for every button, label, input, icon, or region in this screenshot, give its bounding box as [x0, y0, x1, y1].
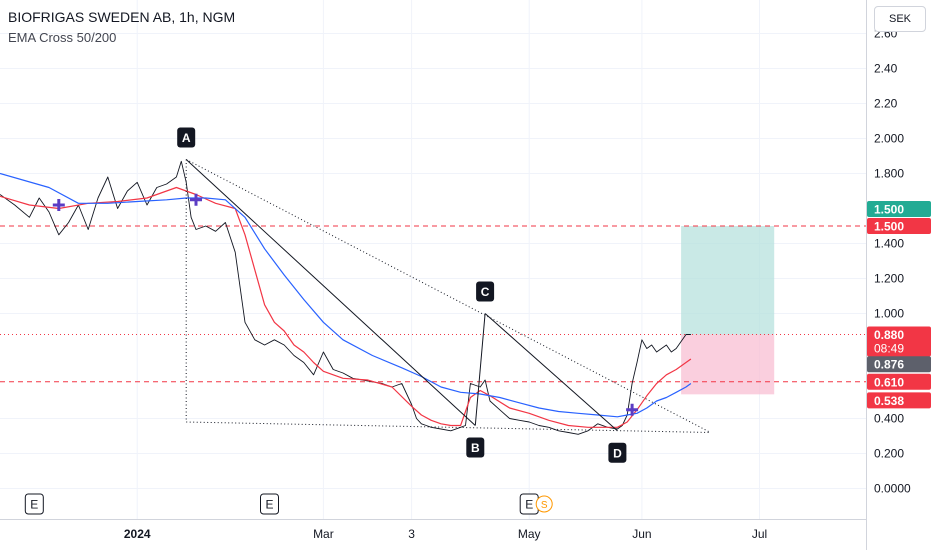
x-tick-label: Jul [752, 527, 767, 541]
y-tick-label: 0.400 [874, 412, 904, 426]
target-zone [681, 226, 775, 335]
y-tick-label: 2.20 [874, 97, 898, 111]
chart-title: BIOFRIGAS SWEDEN AB, 1h, NGM [8, 9, 236, 25]
price-label-bg [867, 201, 931, 217]
price-label-bg [867, 356, 931, 373]
pattern-point-label: C [481, 285, 490, 299]
price-label-bg [867, 326, 931, 357]
ema-cross-marker [626, 403, 639, 416]
ema-cross-marker [190, 193, 202, 206]
event-marker-label: E [265, 498, 273, 512]
price-label: 0.538 [867, 392, 931, 409]
pattern-point-box [177, 127, 196, 148]
event-marker-label: E [30, 498, 38, 512]
event-marker[interactable]: E [260, 493, 279, 515]
price-label-bg [867, 392, 931, 409]
currency-button[interactable]: SEK [874, 6, 926, 32]
y-tick-label: 1.800 [874, 167, 904, 181]
y-tick-label: 2.40 [874, 62, 898, 76]
event-marker-box [260, 493, 279, 515]
pattern-point-box [476, 281, 495, 302]
price-label-text: 1.500 [874, 220, 904, 234]
y-tick-label: 1.200 [874, 272, 904, 286]
price-label-bg [867, 218, 931, 234]
pattern-point-box [608, 442, 627, 463]
y-tick-label: 0.0000 [874, 482, 911, 496]
x-tick-label: Mar [313, 527, 334, 541]
pattern-point-c: C [476, 281, 495, 302]
x-tick-label: 2024 [124, 527, 151, 541]
pattern-point-b: B [466, 437, 485, 458]
price-label-countdown: 08:49 [874, 342, 904, 356]
y-tick-label: 0.200 [874, 447, 904, 461]
event-marker-box [24, 493, 44, 515]
pattern-point-box [466, 437, 485, 458]
pattern-leg [484, 313, 618, 432]
price-axis [866, 0, 932, 550]
pattern-leg [185, 159, 476, 426]
price-label-text: 0.538 [874, 394, 904, 408]
time-axis [0, 519, 866, 550]
y-tick-label: 2.000 [874, 132, 904, 146]
ema-cross-marker [52, 199, 65, 211]
event-marker-extra-label: S [541, 500, 548, 511]
y-tick-label: 1.000 [874, 307, 904, 321]
x-tick-label: 3 [408, 527, 415, 541]
pattern-point-a: A [177, 127, 196, 148]
price-label: 1.500 [867, 201, 931, 217]
price-label-bg [867, 373, 931, 390]
pattern-point-label: B [471, 441, 480, 455]
x-tick-label: Jun [632, 527, 651, 541]
price-label-text: 1.500 [874, 203, 904, 217]
series-line-ema-50 [0, 186, 692, 428]
stop-zone [681, 334, 775, 395]
pattern-trendline [186, 421, 711, 433]
pattern-point-label: A [182, 131, 191, 145]
pattern-trendline [185, 159, 711, 433]
pattern-point-label: D [613, 446, 622, 460]
price-label-text: 0.610 [874, 375, 904, 389]
price-label: 1.500 [867, 218, 931, 234]
series-line-ema-200 [0, 172, 692, 418]
price-label: 0.876 [867, 356, 931, 373]
event-marker-label: E [525, 498, 533, 512]
price-label-text: 0.880 [874, 328, 904, 342]
event-marker[interactable]: E [24, 493, 44, 515]
price-label: 0.610 [867, 373, 931, 390]
pattern-point-d: D [608, 442, 627, 463]
pattern-leg [474, 313, 486, 426]
indicator-label[interactable]: EMA Cross 50/200 [8, 30, 117, 45]
y-tick-label: 1.400 [874, 237, 904, 251]
event-marker-extra-circle [535, 495, 553, 513]
price-label-text: 0.876 [874, 358, 904, 372]
grid [0, 0, 866, 519]
x-tick-label: May [518, 527, 541, 541]
